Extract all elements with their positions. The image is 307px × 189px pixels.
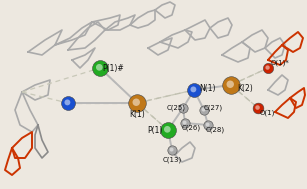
Point	[228, 84, 233, 87]
Point	[228, 83, 233, 86]
Text: N(1): N(1)	[199, 84, 215, 92]
Point	[97, 66, 102, 69]
Point	[266, 67, 270, 70]
Point	[255, 106, 260, 109]
Point	[206, 123, 211, 126]
Point	[165, 128, 170, 131]
Text: C(26): C(26)	[181, 125, 200, 131]
Point	[65, 101, 70, 105]
Text: C(27): C(27)	[204, 105, 223, 111]
Point	[169, 149, 174, 152]
Text: O(1): O(1)	[259, 110, 275, 116]
Point	[98, 67, 103, 70]
Point	[165, 129, 170, 132]
Point	[201, 108, 206, 111]
Text: O(1)*: O(1)*	[271, 60, 290, 66]
Point	[265, 66, 270, 69]
Text: C(13): C(13)	[162, 157, 182, 163]
Text: P(1): P(1)	[147, 125, 163, 135]
Point	[205, 123, 210, 126]
Text: K(2): K(2)	[237, 84, 253, 92]
Point	[134, 101, 139, 105]
Text: C(28): C(28)	[205, 127, 224, 133]
Text: C(25): C(25)	[166, 105, 185, 111]
Point	[169, 148, 174, 151]
Point	[191, 88, 196, 91]
Point	[180, 106, 185, 109]
Point	[182, 121, 187, 124]
Point	[183, 122, 188, 125]
Point	[255, 106, 260, 109]
Point	[192, 88, 196, 91]
Point	[201, 108, 206, 112]
Point	[181, 106, 185, 109]
Text: K(1): K(1)	[129, 111, 145, 119]
Text: P(1)#: P(1)#	[102, 64, 124, 73]
Point	[134, 101, 139, 104]
Point	[65, 101, 70, 104]
